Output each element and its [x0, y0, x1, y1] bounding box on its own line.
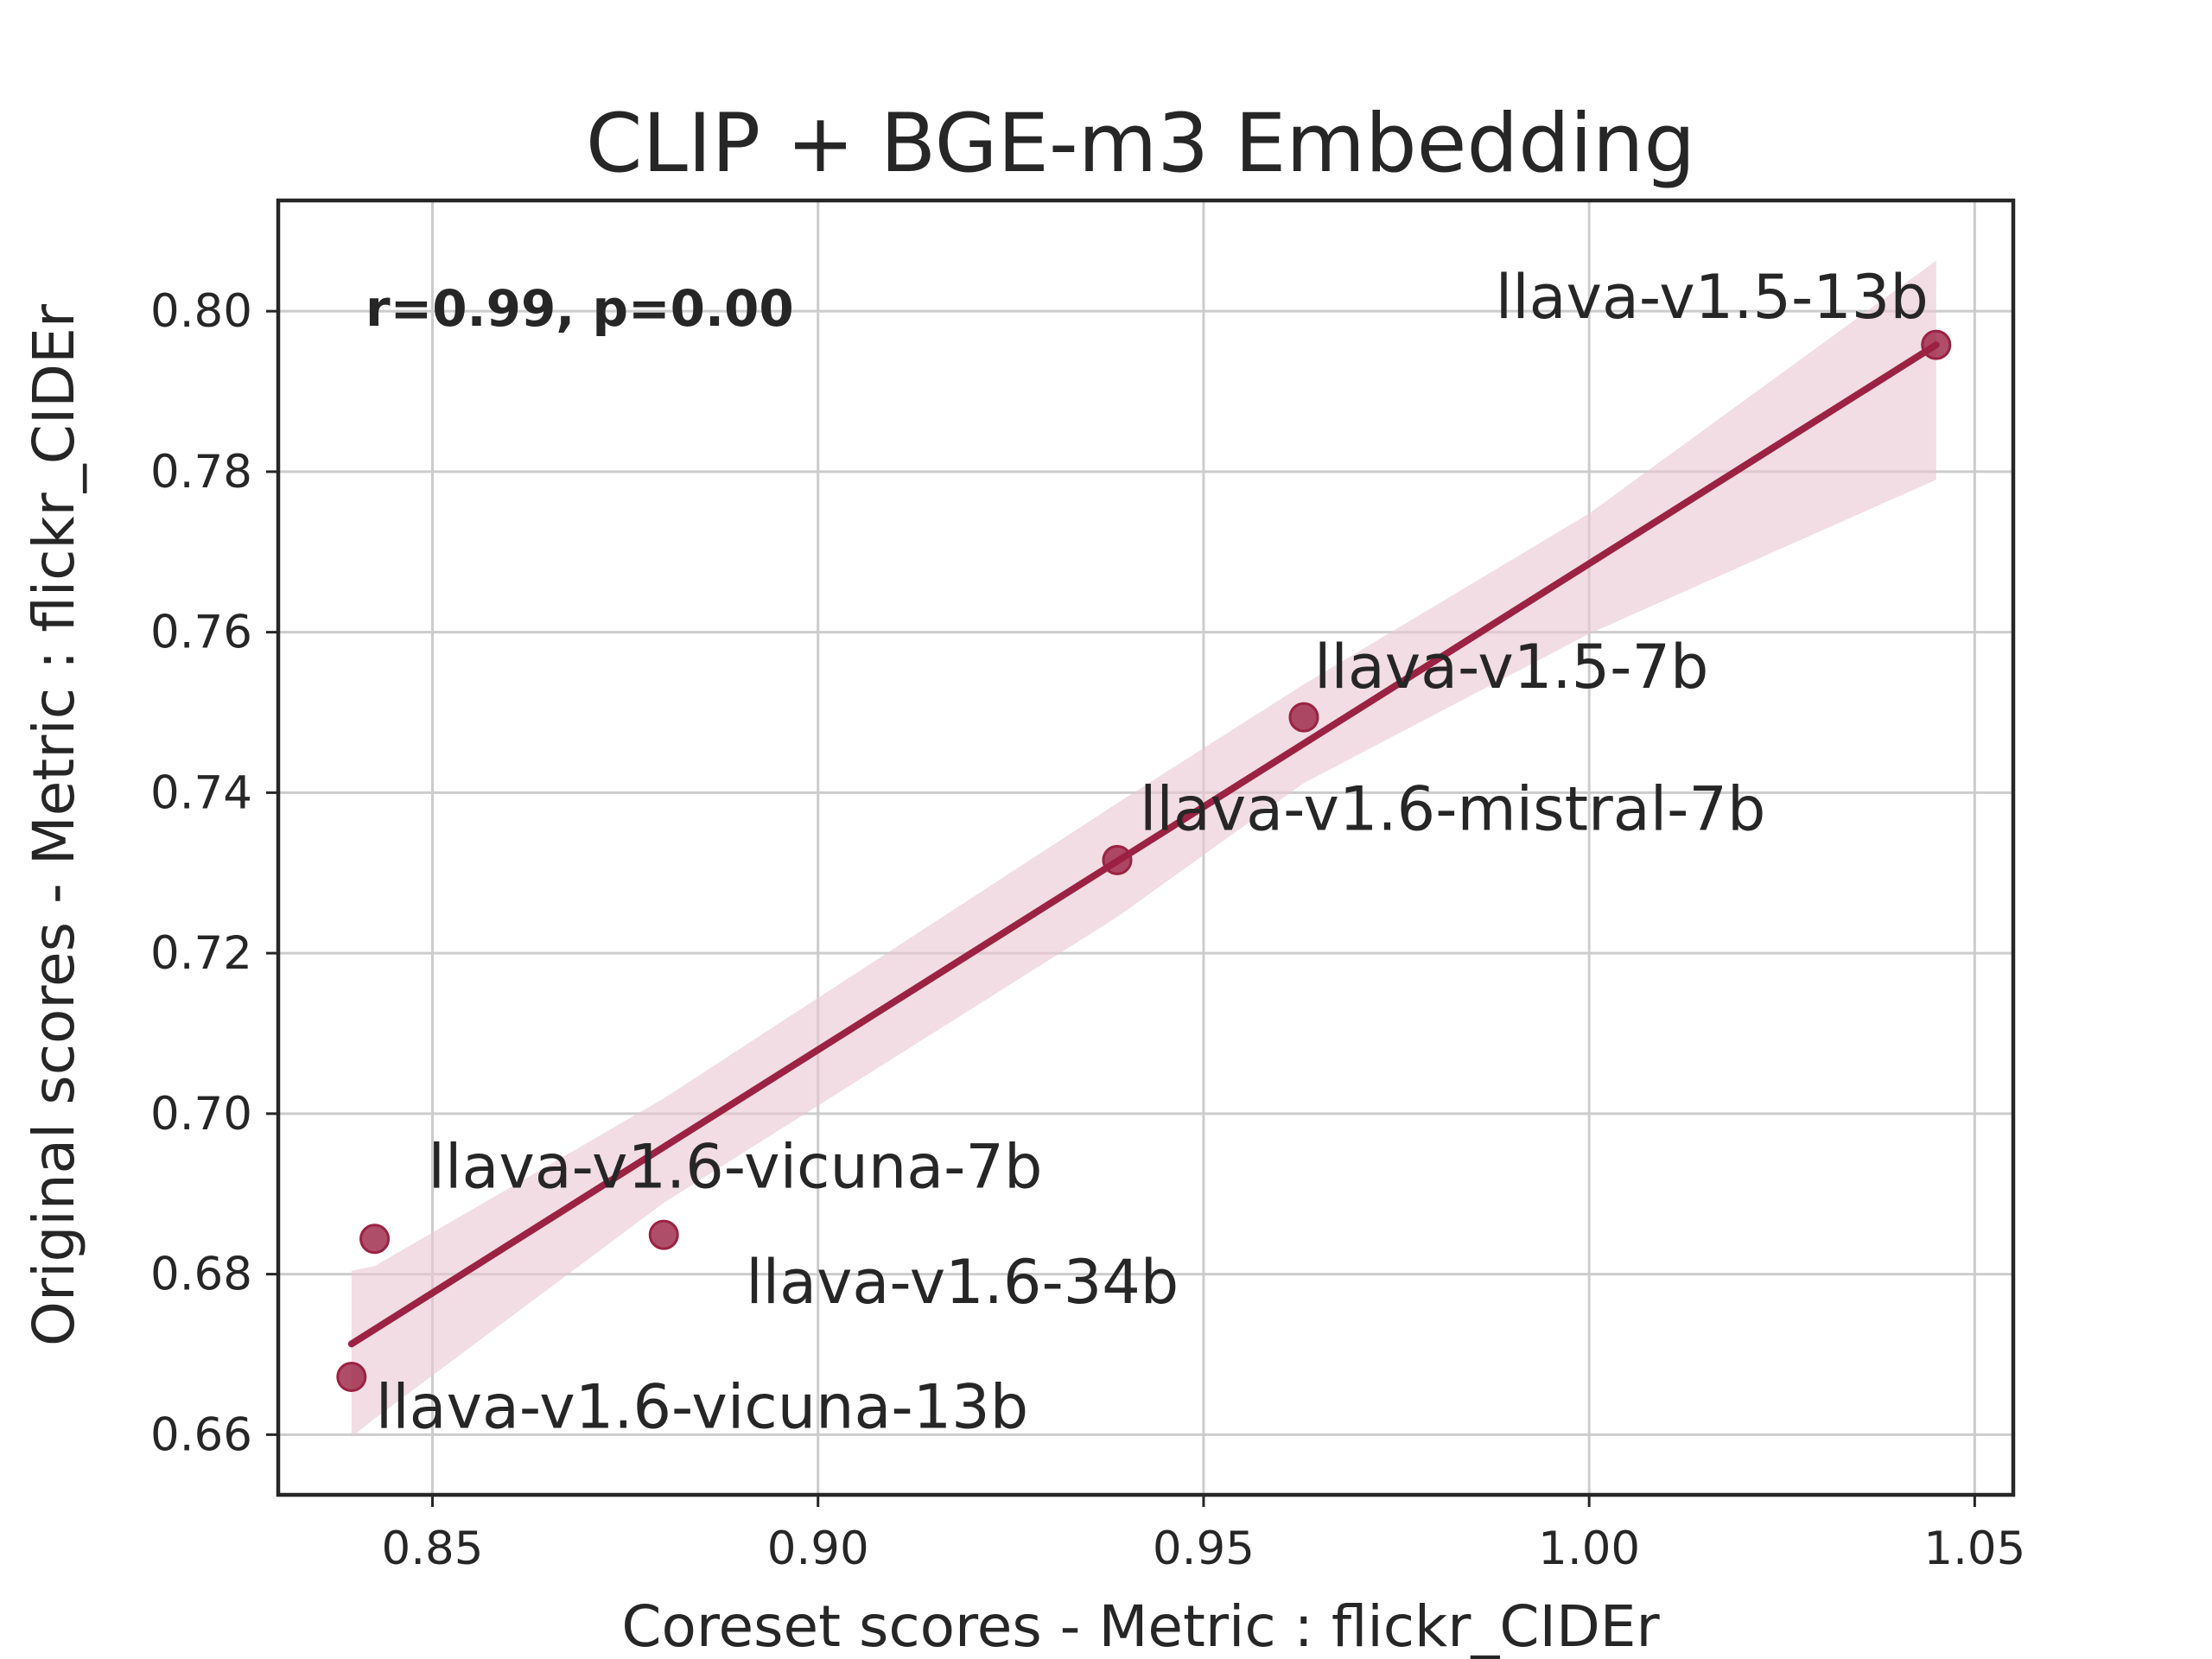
y-axis-ticks: 0.66 0.68 0.70 0.72 0.74 0.76 0.78 0.80 — [150, 285, 278, 1461]
x-tick-label: 1.00 — [1538, 1522, 1640, 1575]
point-label: llava-v1.5-13b — [1496, 262, 1929, 333]
confidence-band — [351, 260, 1936, 1438]
data-point — [648, 1219, 679, 1250]
y-tick-label: 0.72 — [150, 927, 252, 980]
correlation-annotation: r=0.99, p=0.00 — [365, 279, 794, 338]
x-axis-ticks: 0.85 0.90 0.95 1.00 1.05 — [381, 1495, 2025, 1575]
data-point — [1921, 329, 1952, 360]
confidence-band-layer — [351, 260, 1936, 1438]
x-tick-label: 0.90 — [767, 1522, 869, 1575]
data-point — [1288, 702, 1319, 733]
data-point — [336, 1361, 367, 1392]
y-tick-label: 0.80 — [150, 285, 252, 338]
point-label: llava-v1.6-mistral-7b — [1140, 773, 1765, 844]
y-tick-label: 0.76 — [150, 607, 252, 659]
point-label: llava-v1.6-vicuna-13b — [376, 1371, 1028, 1442]
point-labels: llava-v1.5-13b llava-v1.5-7b llava-v1.6-mi… — [376, 262, 1929, 1442]
x-tick-label: 1.05 — [1923, 1522, 2025, 1575]
point-label: llava-v1.6-34b — [746, 1247, 1179, 1318]
point-label: llava-v1.5-7b — [1314, 632, 1708, 702]
regression-line — [347, 341, 1940, 1348]
y-tick-label: 0.66 — [150, 1408, 252, 1461]
regression-line-layer — [347, 341, 1940, 1348]
y-tick-label: 0.74 — [150, 766, 252, 819]
data-points — [336, 329, 1952, 1392]
y-tick-label: 0.78 — [150, 446, 252, 499]
plot-frame — [276, 198, 2016, 1497]
x-tick-label: 0.95 — [1153, 1522, 1255, 1575]
grid — [278, 200, 2013, 1495]
data-point — [1102, 844, 1133, 875]
y-tick-label: 0.70 — [150, 1088, 252, 1141]
data-point — [359, 1224, 391, 1255]
point-label: llava-v1.6-vicuna-7b — [429, 1132, 1043, 1203]
y-axis-label: Original scores - Metric : flickr_CIDEr — [21, 303, 87, 1346]
x-axis-label: Coreset scores - Metric : flickr_CIDEr — [621, 1593, 1660, 1659]
chart-title: CLIP + BGE-m3 Embedding — [586, 97, 1695, 191]
y-tick-label: 0.68 — [150, 1249, 252, 1301]
x-tick-label: 0.85 — [381, 1522, 483, 1575]
